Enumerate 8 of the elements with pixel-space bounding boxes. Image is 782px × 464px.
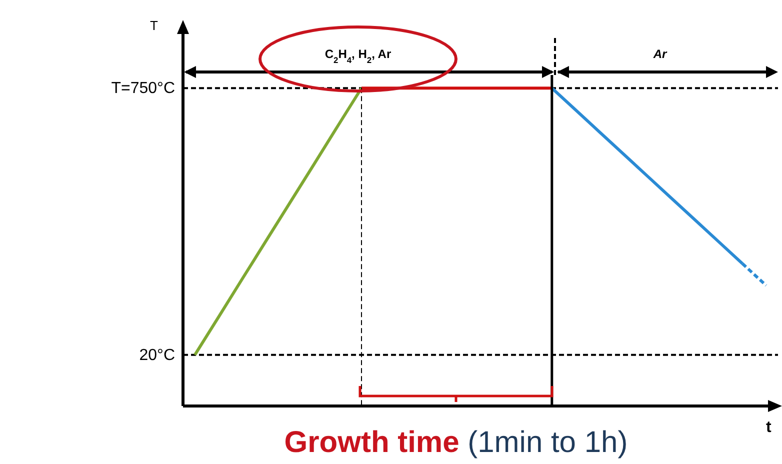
annotation: C$_{2}$H$_{4}$, H$_{2}$, Ar	[324, 47, 392, 65]
y-axis-title: T	[150, 18, 158, 33]
text: Growth time (1min to 1h)	[284, 426, 628, 459]
x-axis-title: t	[766, 419, 772, 436]
line-series	[193, 86, 363, 356]
y-tick-label: 20°C	[139, 346, 175, 364]
annotation: Ar	[652, 47, 668, 61]
y-tick-label: T=750°C	[111, 80, 175, 98]
